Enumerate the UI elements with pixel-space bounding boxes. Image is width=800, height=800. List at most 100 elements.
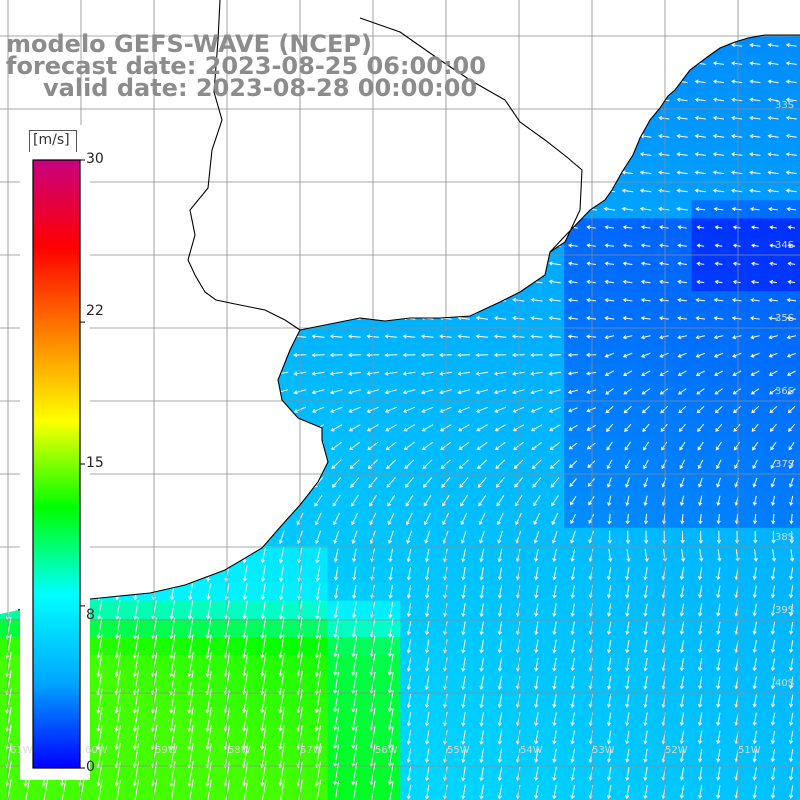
- wind-arrow: [493, 352, 507, 358]
- wind-arrow: [260, 706, 267, 732]
- wind-arrow: [716, 767, 721, 781]
- wind-arrow: [750, 370, 760, 376]
- wind-arrow: [278, 761, 285, 787]
- wind-arrow: [626, 548, 631, 563]
- wind-arrow: [476, 441, 488, 451]
- wind-arrow: [676, 152, 688, 157]
- wind-arrow: [570, 567, 575, 581]
- wind-arrow: [643, 766, 648, 781]
- wind-arrow: [788, 640, 794, 654]
- wind-arrow: [625, 513, 630, 525]
- wind-arrow: [406, 712, 412, 727]
- wind-arrow: [534, 585, 539, 599]
- wind-arrow: [311, 406, 325, 413]
- wind-arrow: [770, 459, 777, 470]
- wind-arrow: [712, 97, 725, 102]
- wind-arrow: [406, 530, 413, 544]
- wind-arrow: [641, 388, 651, 395]
- wind-arrow: [625, 748, 630, 763]
- wind-arrow: [279, 583, 284, 601]
- wind-arrow: [787, 388, 796, 395]
- wind-arrow: [767, 188, 779, 193]
- wind-arrow: [677, 279, 687, 284]
- wind-arrow: [387, 512, 395, 526]
- wind-arrow: [96, 634, 103, 659]
- wind-arrow: [714, 406, 723, 414]
- wind-arrow: [751, 423, 759, 432]
- wind-arrow: [732, 352, 742, 358]
- wind-arrow: [497, 585, 503, 599]
- wind-arrow: [640, 352, 651, 358]
- wind-arrow: [205, 724, 212, 751]
- wind-arrow: [622, 335, 633, 340]
- wind-arrow: [388, 618, 394, 638]
- wind-arrow: [676, 97, 688, 102]
- wind-arrow: [494, 406, 507, 413]
- wind-arrow: [787, 243, 796, 248]
- wind-arrow: [552, 730, 557, 745]
- wind-arrow: [731, 316, 742, 321]
- wind-arrow: [788, 603, 794, 617]
- wind-arrow: [241, 725, 249, 751]
- wind-arrow: [788, 423, 796, 432]
- wind-arrow: [679, 639, 685, 654]
- wind-arrow: [644, 548, 649, 563]
- wind-arrow: [712, 61, 724, 66]
- wind-arrow: [350, 477, 360, 488]
- wind-arrow: [752, 730, 757, 745]
- wind-arrow: [659, 261, 669, 266]
- wind-arrow: [785, 134, 797, 139]
- wind-arrow: [604, 316, 615, 321]
- wind-arrow: [551, 512, 559, 526]
- wind-arrow: [606, 423, 614, 432]
- wind-arrow: [768, 335, 778, 340]
- wind-arrow: [625, 621, 630, 636]
- wind-arrow: [676, 115, 688, 121]
- wind-arrow: [716, 658, 721, 672]
- wind-arrow: [788, 767, 794, 781]
- wind-arrow: [790, 549, 795, 562]
- wind-arrow: [404, 459, 415, 470]
- wind-arrow: [278, 634, 285, 659]
- wind-arrow: [695, 335, 706, 340]
- wind-arrow: [679, 730, 685, 745]
- lon-label-52w: 52W: [665, 745, 688, 756]
- wind-arrow: [658, 188, 670, 193]
- wind-arrow: [770, 567, 775, 581]
- wind-arrow: [532, 477, 542, 488]
- wind-arrow: [406, 693, 412, 709]
- wind-arrow: [622, 297, 633, 303]
- wind-arrow: [315, 583, 321, 601]
- wind-arrow: [769, 243, 777, 248]
- wind-arrow: [771, 530, 776, 544]
- wind-arrow: [351, 726, 358, 749]
- wind-arrow: [497, 748, 503, 763]
- wind-arrow: [570, 603, 575, 617]
- wind-arrow: [387, 780, 394, 800]
- wind-arrow: [570, 676, 575, 690]
- wind-arrow: [770, 730, 776, 745]
- wind-arrow: [750, 388, 760, 395]
- wind-arrow: [658, 335, 669, 340]
- wind-arrow: [767, 115, 779, 121]
- wind-arrow: [677, 352, 687, 358]
- wind-arrow: [534, 675, 539, 690]
- wind-arrow: [608, 548, 613, 563]
- wind-arrow: [493, 315, 507, 321]
- wind-arrow: [696, 388, 705, 395]
- wind-arrow: [768, 352, 778, 358]
- wind-arrow: [643, 513, 648, 525]
- wind-arrow: [205, 634, 212, 659]
- wind-arrow: [169, 706, 176, 732]
- wind-arrow: [479, 566, 484, 581]
- wind-arrow: [606, 657, 612, 672]
- wind-arrow: [333, 653, 340, 676]
- wind-arrow: [715, 423, 723, 432]
- wind-arrow: [640, 297, 651, 303]
- wind-arrow: [479, 748, 484, 764]
- wind-arrow: [570, 766, 575, 781]
- wind-arrow: [384, 371, 398, 376]
- wind-arrow: [479, 530, 485, 544]
- wind-arrow: [750, 352, 760, 358]
- wind-arrow: [570, 513, 576, 525]
